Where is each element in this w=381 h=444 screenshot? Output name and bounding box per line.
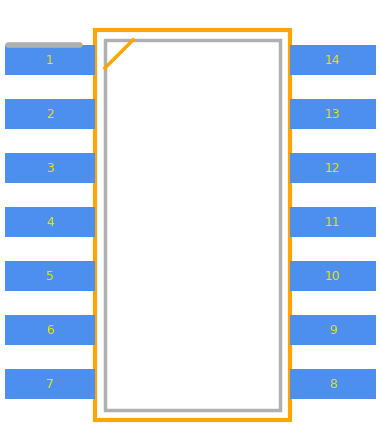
Text: 5: 5 [46, 270, 54, 282]
Bar [290, 99, 376, 129]
Bar [5, 153, 95, 183]
Bar [290, 45, 376, 75]
Bar [5, 315, 95, 345]
Text: 9: 9 [329, 324, 337, 337]
Text: 4: 4 [46, 215, 54, 229]
Text: 14: 14 [325, 53, 341, 67]
Bar [5, 45, 95, 75]
Text: 11: 11 [325, 215, 341, 229]
Bar [290, 207, 376, 237]
Text: 3: 3 [46, 162, 54, 174]
Text: 13: 13 [325, 107, 341, 120]
Text: 7: 7 [46, 377, 54, 391]
Text: 2: 2 [46, 107, 54, 120]
Bar [290, 315, 376, 345]
Bar [290, 153, 376, 183]
Bar [5, 261, 95, 291]
Text: 1: 1 [46, 53, 54, 67]
Bar [95, 30, 290, 420]
Text: 8: 8 [329, 377, 337, 391]
Text: 10: 10 [325, 270, 341, 282]
Bar [105, 40, 280, 410]
Bar [290, 261, 376, 291]
Bar [290, 369, 376, 399]
Text: 6: 6 [46, 324, 54, 337]
Text: 12: 12 [325, 162, 341, 174]
Bar [5, 369, 95, 399]
Bar [5, 207, 95, 237]
Bar [5, 99, 95, 129]
